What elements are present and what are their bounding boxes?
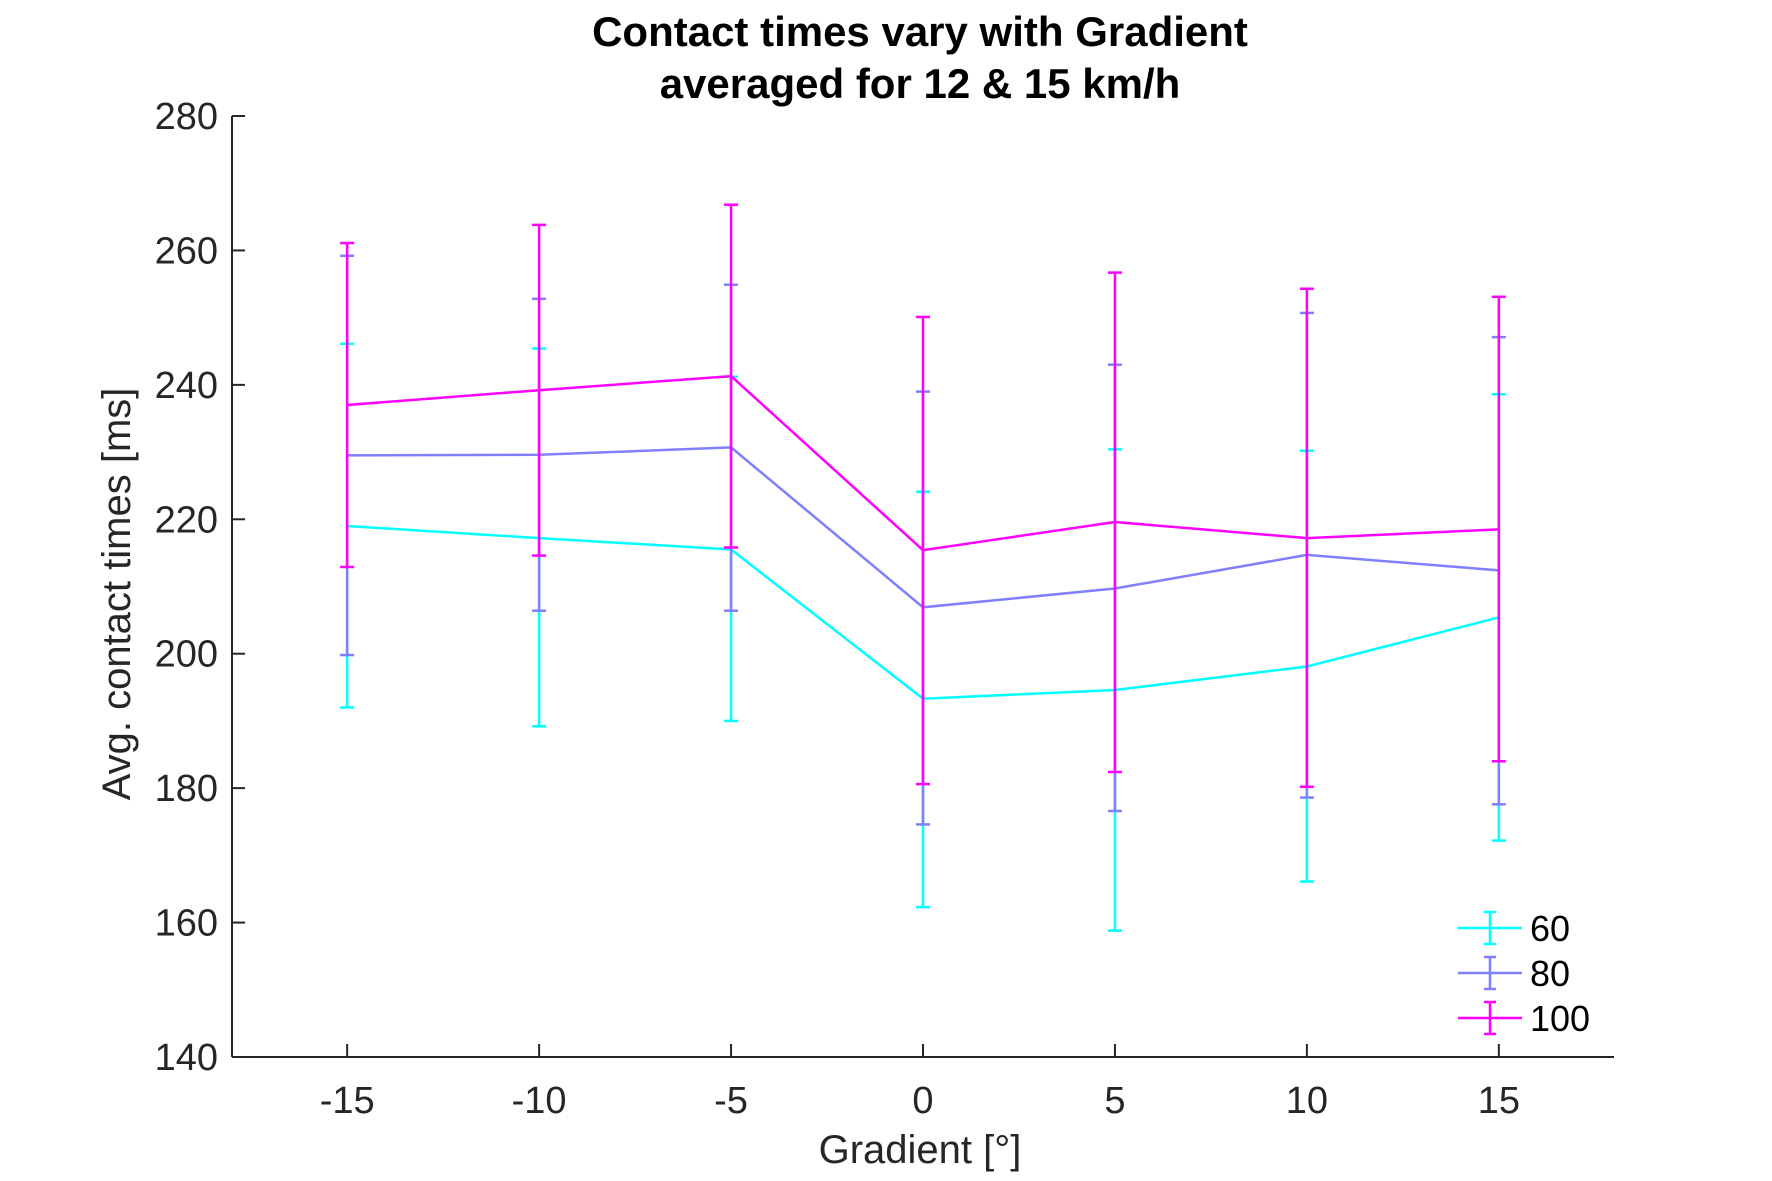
legend-label-80: 80 [1530, 953, 1570, 994]
y-tick-label: 200 [155, 634, 218, 676]
y-tick-label: 260 [155, 230, 218, 272]
x-axis-label: Gradient [°] [819, 1128, 1022, 1172]
y-tick-label: 240 [155, 365, 218, 407]
y-tick-label: 160 [155, 903, 218, 945]
x-tick-label: 15 [1478, 1080, 1520, 1122]
x-tick-label: -5 [714, 1080, 748, 1122]
x-tick-label: -10 [512, 1080, 567, 1122]
y-tick-label: 180 [155, 768, 218, 810]
legend-label-100: 100 [1530, 998, 1590, 1039]
plot-area: 140 160 180 200 220 240 260 280 -15 -10 -5 0 5 10 15 60… [155, 96, 1614, 1122]
chart-title-line-1: Contact times vary with Gradient [592, 8, 1248, 55]
legend-label-60: 60 [1530, 908, 1570, 949]
chart-title-line-2: averaged for 12 & 15 km/h [660, 60, 1181, 107]
x-tick-label: 0 [912, 1080, 933, 1122]
x-tick-label: -15 [320, 1080, 375, 1122]
y-tick-label: 140 [155, 1037, 218, 1079]
y-tick-label: 280 [155, 96, 218, 138]
x-tick-label: 10 [1286, 1080, 1328, 1122]
y-tick-label: 220 [155, 499, 218, 541]
x-tick-label: 5 [1104, 1080, 1125, 1122]
y-axis-label: Avg. contact times [ms] [95, 388, 139, 801]
